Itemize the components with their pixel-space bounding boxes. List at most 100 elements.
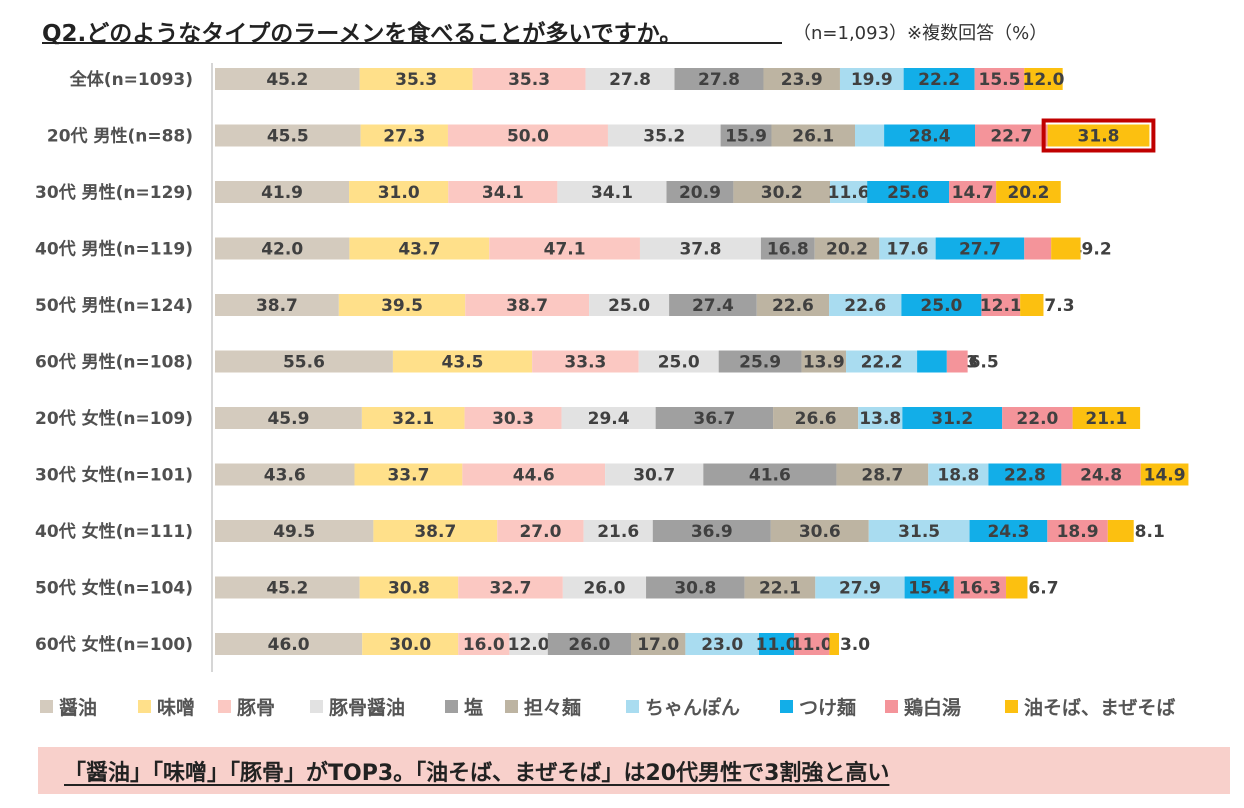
bar-cat10-s1 xyxy=(362,633,459,655)
data-label-cat8-s5: 30.6 xyxy=(799,522,841,542)
category-label-cat0: 全体(n=1093) xyxy=(69,69,193,90)
bar-cat7-s5 xyxy=(836,463,929,486)
bar-cat1-s1 xyxy=(360,124,448,147)
data-label-cat7-s8: 24.8 xyxy=(1080,466,1122,486)
data-label-cat0-s7: 22.2 xyxy=(918,70,960,90)
bar-cat1-s4 xyxy=(720,124,772,147)
data-label-cat4-s9: 7.3 xyxy=(1044,296,1074,316)
bar-cat10-s4 xyxy=(547,633,631,655)
data-label-cat0-s2: 35.3 xyxy=(508,70,550,90)
bar-cat3-s9 xyxy=(1051,237,1081,260)
legend-label-s6: ちゃんぽん xyxy=(645,696,741,719)
bar-cat7-s4 xyxy=(703,463,837,486)
bar-cat2-s4 xyxy=(666,181,734,203)
data-label-cat0-s3: 27.8 xyxy=(609,70,651,90)
bar-cat1-s8 xyxy=(975,124,1048,147)
bar-cat4-s3 xyxy=(589,294,670,316)
bar-cat2-s7 xyxy=(867,181,950,203)
data-label-cat2-s8: 14.7 xyxy=(952,183,994,203)
category-label-cat3: 40代 男性(n=119) xyxy=(35,239,193,260)
bar-cat7-s8 xyxy=(1061,463,1141,486)
legend-label-s3: 豚骨醤油 xyxy=(329,696,406,719)
data-label-cat6-s6: 13.8 xyxy=(859,409,901,429)
data-label-cat7-s5: 28.7 xyxy=(861,466,903,486)
data-label-cat8-s7: 24.3 xyxy=(987,522,1029,542)
category-label-cat10: 60代 女性(n=100) xyxy=(35,634,193,655)
bar-cat2-s0 xyxy=(215,181,350,203)
legend-item-s9: 油そば、まぜそば xyxy=(1005,693,1175,719)
data-label-cat10-s1: 30.0 xyxy=(389,635,431,655)
data-label-cat5-s1: 43.5 xyxy=(442,353,484,373)
bar-cat4-s8 xyxy=(981,294,1021,316)
bar-cat5-s7 xyxy=(917,350,947,373)
bar-cat5-s6 xyxy=(846,350,918,373)
bar-cat7-s7 xyxy=(988,463,1062,486)
bar-cat8-s8 xyxy=(1047,520,1108,542)
data-label-cat8-s2: 27.0 xyxy=(519,522,561,542)
bar-cat1-s6 xyxy=(855,124,885,147)
bar-cat6-s7 xyxy=(902,407,1003,429)
data-label-cat2-s3: 34.1 xyxy=(591,183,633,203)
legend-label-s7: つけ麺 xyxy=(799,696,857,719)
bar-cat4-s1 xyxy=(338,294,466,316)
category-label-cat8: 40代 女性(n=111) xyxy=(35,521,193,542)
data-label-cat0-s0: 45.2 xyxy=(266,70,308,90)
data-label-cat0-s9: 12.0 xyxy=(1023,70,1065,90)
legend-item-s6: ちゃんぽん xyxy=(626,693,740,719)
bar-cat1-s3 xyxy=(607,124,721,147)
data-label-cat0-s8: 15.5 xyxy=(979,70,1021,90)
data-label-cat3-s5: 20.2 xyxy=(826,240,868,260)
bar-cat3-s3 xyxy=(639,237,761,260)
data-label-cat7-s2: 44.6 xyxy=(513,466,555,486)
bar-cat3-s0 xyxy=(215,237,350,260)
legend-item-s8: 鶏白湯 xyxy=(885,693,961,719)
bar-cat0-s7 xyxy=(903,68,975,90)
data-label-cat4-s5: 22.6 xyxy=(772,296,814,316)
data-label-cat2-s2: 34.1 xyxy=(482,183,524,203)
data-label-cat9-s7: 15.4 xyxy=(908,579,950,599)
data-label-cat6-s3: 29.4 xyxy=(588,409,630,429)
data-label-cat9-s8: 16.3 xyxy=(959,579,1001,599)
bar-cat9-s8 xyxy=(953,576,1007,599)
data-label-cat5-s3: 25.0 xyxy=(658,353,700,373)
legend-label-s0: 醤油 xyxy=(59,696,98,719)
bar-cat8-s6 xyxy=(868,520,970,542)
data-label-cat10-s3: 12.0 xyxy=(508,635,550,655)
bar-cat6-s5 xyxy=(773,407,859,429)
data-label-cat4-s6: 22.6 xyxy=(844,296,886,316)
bar-cat3-s4 xyxy=(760,237,815,260)
data-label-cat7-s3: 30.7 xyxy=(633,466,675,486)
legend-label-s1: 味噌 xyxy=(157,696,196,719)
bar-cat0-s2 xyxy=(472,68,586,90)
bar-cat5-s5 xyxy=(801,350,847,373)
bar-cat6-s0 xyxy=(215,407,362,429)
bar-cat9-s2 xyxy=(458,576,563,599)
legend-item-s0: 醤油 xyxy=(40,693,97,719)
bar-cat7-s3 xyxy=(605,463,704,486)
data-label-cat3-s7: 27.7 xyxy=(959,240,1001,260)
data-label-cat4-s0: 38.7 xyxy=(256,296,298,316)
data-label-cat0-s1: 35.3 xyxy=(395,70,437,90)
data-label-cat1-s1: 27.3 xyxy=(383,127,425,147)
legend-swatch-s4 xyxy=(445,699,458,713)
data-label-cat8-s9: 8.1 xyxy=(1135,522,1165,542)
bar-cat1-s2 xyxy=(447,124,608,147)
data-label-cat10-s2: 16.0 xyxy=(463,635,505,655)
bar-cat5-s1 xyxy=(392,350,533,373)
data-label-cat5-s8: 6.5 xyxy=(969,353,999,373)
bar-cat6-s1 xyxy=(361,407,465,429)
bar-cat5-s8 xyxy=(946,350,968,373)
bar-cat8-s2 xyxy=(497,520,584,542)
bar-cat10-s9 xyxy=(829,633,839,655)
data-label-cat9-s9: 6.7 xyxy=(1028,579,1058,599)
bar-cat2-s9 xyxy=(996,181,1061,203)
data-label-cat6-s0: 45.9 xyxy=(267,409,309,429)
bar-cat6-s2 xyxy=(464,407,562,429)
data-label-cat8-s8: 18.9 xyxy=(1057,522,1099,542)
bar-cat8-s7 xyxy=(969,520,1048,542)
bar-cat2-s2 xyxy=(448,181,558,203)
data-label-cat6-s8: 22.0 xyxy=(1016,409,1058,429)
data-label-cat2-s4: 20.9 xyxy=(679,183,721,203)
bar-cat9-s7 xyxy=(904,576,954,599)
bar-cat8-s5 xyxy=(770,520,869,542)
